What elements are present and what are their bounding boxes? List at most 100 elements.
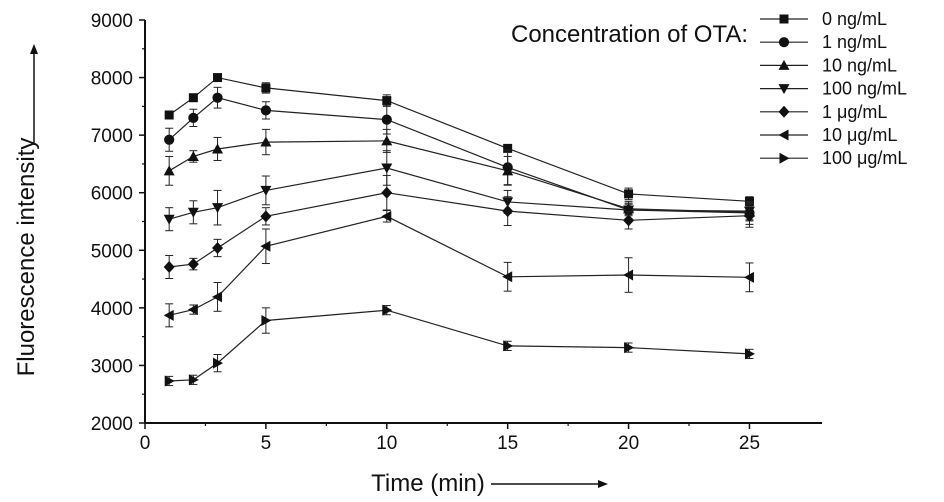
data-point (163, 309, 174, 321)
y-axis-arrow (30, 44, 38, 145)
x-tick-label: 25 (739, 433, 760, 454)
series-line (169, 309, 750, 382)
data-point (260, 105, 271, 116)
legend-label: 1 ng/mL (822, 32, 887, 52)
data-point (187, 258, 199, 271)
data-point (382, 304, 393, 316)
series-line (168, 140, 750, 213)
legend-marker (778, 37, 790, 48)
data-point (261, 315, 272, 327)
series-2 (163, 128, 755, 222)
data-point (381, 210, 392, 222)
series-line (169, 215, 750, 316)
data-point (624, 189, 634, 199)
y-tick-label: 8000 (91, 69, 133, 90)
x-tick-label: 15 (497, 433, 518, 454)
legend-title: Concentration of OTA: (511, 21, 748, 48)
data-point (188, 93, 198, 103)
x-tick-label: 10 (376, 433, 397, 454)
legend-label: 100 ng/mL (822, 79, 907, 99)
data-point (743, 271, 754, 283)
legend-marker (779, 152, 790, 164)
legend-item: 100 μg/mL (760, 148, 907, 168)
y-axis-ticks: 2000 3000 4000 5000 6000 7000 8000 9000 (91, 11, 145, 435)
legend-item: 0 ng/mL (760, 9, 887, 29)
data-point (381, 135, 393, 146)
data-point (164, 134, 175, 145)
data-point (187, 304, 198, 316)
data-point (624, 342, 635, 354)
legend-item: 1 ng/mL (760, 32, 887, 52)
data-point (212, 241, 224, 254)
data-point (743, 209, 755, 222)
data-point (163, 165, 175, 176)
x-tick-label: 0 (140, 433, 151, 454)
data-point (261, 83, 271, 93)
y-tick-label: 5000 (91, 241, 133, 262)
data-point (502, 271, 513, 283)
data-point (188, 112, 199, 123)
data-point (381, 186, 393, 199)
legend: 0 ng/mL 1 ng/mL 10 ng/mL 100 ng/mL 1 μg/mL 10… (760, 9, 907, 168)
data-point (381, 114, 392, 125)
series-line (169, 192, 750, 268)
series-3 (163, 150, 755, 232)
legend-marker (779, 14, 789, 24)
legend-label: 10 ng/mL (822, 55, 897, 75)
legend-item: 1 μg/mL (760, 102, 887, 122)
legend-item: 100 ng/mL (760, 79, 907, 99)
data-point (260, 185, 272, 196)
data-point (503, 340, 514, 352)
data-point (188, 374, 199, 386)
legend-marker (778, 59, 790, 70)
series-0 (164, 73, 754, 207)
data-point (744, 348, 755, 360)
legend-label: 1 μg/mL (822, 102, 887, 122)
legend-label: 10 μg/mL (822, 125, 897, 145)
data-point (213, 73, 223, 83)
data-point (623, 269, 634, 281)
legend-item: 10 ng/mL (760, 55, 897, 75)
series-5 (163, 210, 754, 328)
data-point (260, 136, 272, 147)
x-tick-label: 20 (618, 433, 639, 454)
data-point (502, 165, 514, 176)
series-line (168, 76, 750, 202)
series-line (169, 167, 750, 220)
series-4 (163, 174, 755, 279)
legend-marker (778, 105, 790, 118)
legend-label: 0 ng/mL (822, 9, 887, 29)
data-point (381, 163, 393, 174)
data-point (163, 260, 175, 273)
data-point (212, 92, 223, 103)
data-point (212, 203, 224, 214)
x-axis-title: Time (min) (371, 470, 485, 497)
x-tick-label: 5 (261, 433, 272, 454)
data-point (212, 143, 224, 154)
data-point (163, 214, 175, 225)
y-tick-label: 4000 (91, 299, 133, 320)
data-point (187, 150, 199, 161)
y-tick-label: 6000 (91, 184, 133, 205)
legend-item: 10 μg/mL (760, 125, 897, 145)
legend-marker (778, 129, 789, 141)
y-tick-label: 9000 (91, 11, 133, 32)
y-tick-label: 2000 (91, 414, 133, 435)
data-point (260, 210, 272, 223)
axes (144, 20, 822, 424)
data-point (212, 291, 223, 303)
y-tick-label: 3000 (91, 356, 133, 377)
data-point (502, 205, 514, 218)
data-point (164, 110, 174, 120)
plot-area (163, 73, 755, 387)
x-axis-ticks: 0 5 10 15 20 25 (140, 423, 760, 454)
data-point (213, 357, 224, 369)
x-axis-arrow (491, 480, 608, 488)
data-point (382, 96, 392, 106)
data-point (623, 205, 635, 216)
data-point (260, 240, 271, 252)
data-point (623, 214, 635, 227)
data-point (503, 143, 513, 153)
y-axis-title: Fluorescence intensity (13, 138, 40, 377)
